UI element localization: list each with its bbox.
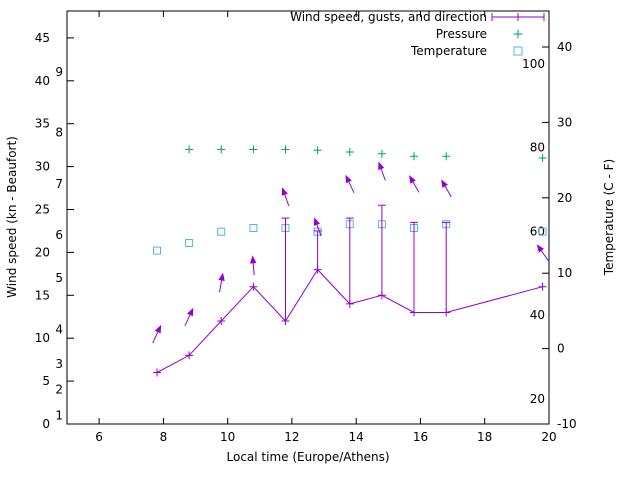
legend-label-temperature: Temperature bbox=[410, 44, 487, 58]
svg-text:40: 40 bbox=[35, 74, 50, 88]
svg-text:-10: -10 bbox=[557, 417, 577, 431]
y-axis-title-left: Wind speed (kn - Beaufort) bbox=[5, 136, 19, 298]
svg-text:14: 14 bbox=[349, 430, 364, 444]
svg-text:30: 30 bbox=[35, 160, 50, 174]
legend-sample-wind-errorbar-icon bbox=[491, 13, 545, 21]
pressure-series bbox=[185, 145, 547, 162]
svg-text:60: 60 bbox=[530, 224, 545, 238]
plot-frame: 6 8 10 12 14 16 18 2005101520253035404512345678… bbox=[35, 10, 577, 444]
svg-text:3: 3 bbox=[55, 357, 63, 371]
legend-sample-temperature-square-icon bbox=[513, 46, 523, 56]
svg-text:20: 20 bbox=[557, 191, 572, 205]
svg-text:100: 100 bbox=[522, 57, 545, 71]
legend-label-wind: Wind speed, gusts, and direction bbox=[290, 10, 487, 24]
svg-text:25: 25 bbox=[35, 203, 50, 217]
svg-text:20: 20 bbox=[541, 430, 556, 444]
svg-text:20: 20 bbox=[35, 245, 50, 259]
svg-text:40: 40 bbox=[530, 308, 545, 322]
svg-text:6: 6 bbox=[55, 228, 63, 242]
wind-series bbox=[152, 161, 549, 377]
svg-text:0: 0 bbox=[557, 342, 565, 356]
svg-text:10: 10 bbox=[220, 430, 235, 444]
svg-text:10: 10 bbox=[35, 331, 50, 345]
svg-text:15: 15 bbox=[35, 288, 50, 302]
svg-text:18: 18 bbox=[477, 430, 492, 444]
svg-text:80: 80 bbox=[530, 141, 545, 155]
svg-text:0: 0 bbox=[42, 417, 50, 431]
svg-text:10: 10 bbox=[557, 266, 572, 280]
svg-text:8: 8 bbox=[55, 125, 63, 139]
svg-text:20: 20 bbox=[530, 392, 545, 406]
legend: Wind speed, gusts, and direction Pressur… bbox=[290, 10, 545, 58]
plot-area: 6 8 10 12 14 16 18 2005101520253035404512345678… bbox=[35, 10, 577, 444]
svg-text:40: 40 bbox=[557, 40, 572, 54]
svg-text:7: 7 bbox=[55, 177, 63, 191]
svg-text:45: 45 bbox=[35, 31, 50, 45]
svg-text:1: 1 bbox=[55, 408, 63, 422]
y-axis-title-right: Temperature (C - F) bbox=[602, 159, 616, 276]
x-axis-title: Local time (Europe/Athens) bbox=[227, 450, 390, 464]
svg-text:16: 16 bbox=[413, 430, 428, 444]
svg-text:30: 30 bbox=[557, 115, 572, 129]
legend-label-pressure: Pressure bbox=[436, 27, 487, 41]
svg-text:5: 5 bbox=[55, 271, 63, 285]
wind-speed-points bbox=[153, 265, 547, 377]
svg-text:5: 5 bbox=[42, 374, 50, 388]
svg-text:4: 4 bbox=[55, 323, 63, 337]
svg-text:9: 9 bbox=[55, 65, 63, 79]
svg-text:2: 2 bbox=[55, 383, 63, 397]
svg-text:12: 12 bbox=[284, 430, 299, 444]
svg-text:6: 6 bbox=[95, 430, 103, 444]
gust-bars bbox=[281, 204, 451, 321]
svg-text:35: 35 bbox=[35, 117, 50, 131]
wind-direction-arrows bbox=[152, 161, 549, 344]
legend-sample-pressure-plus-icon bbox=[513, 29, 523, 39]
svg-text:8: 8 bbox=[160, 430, 168, 444]
